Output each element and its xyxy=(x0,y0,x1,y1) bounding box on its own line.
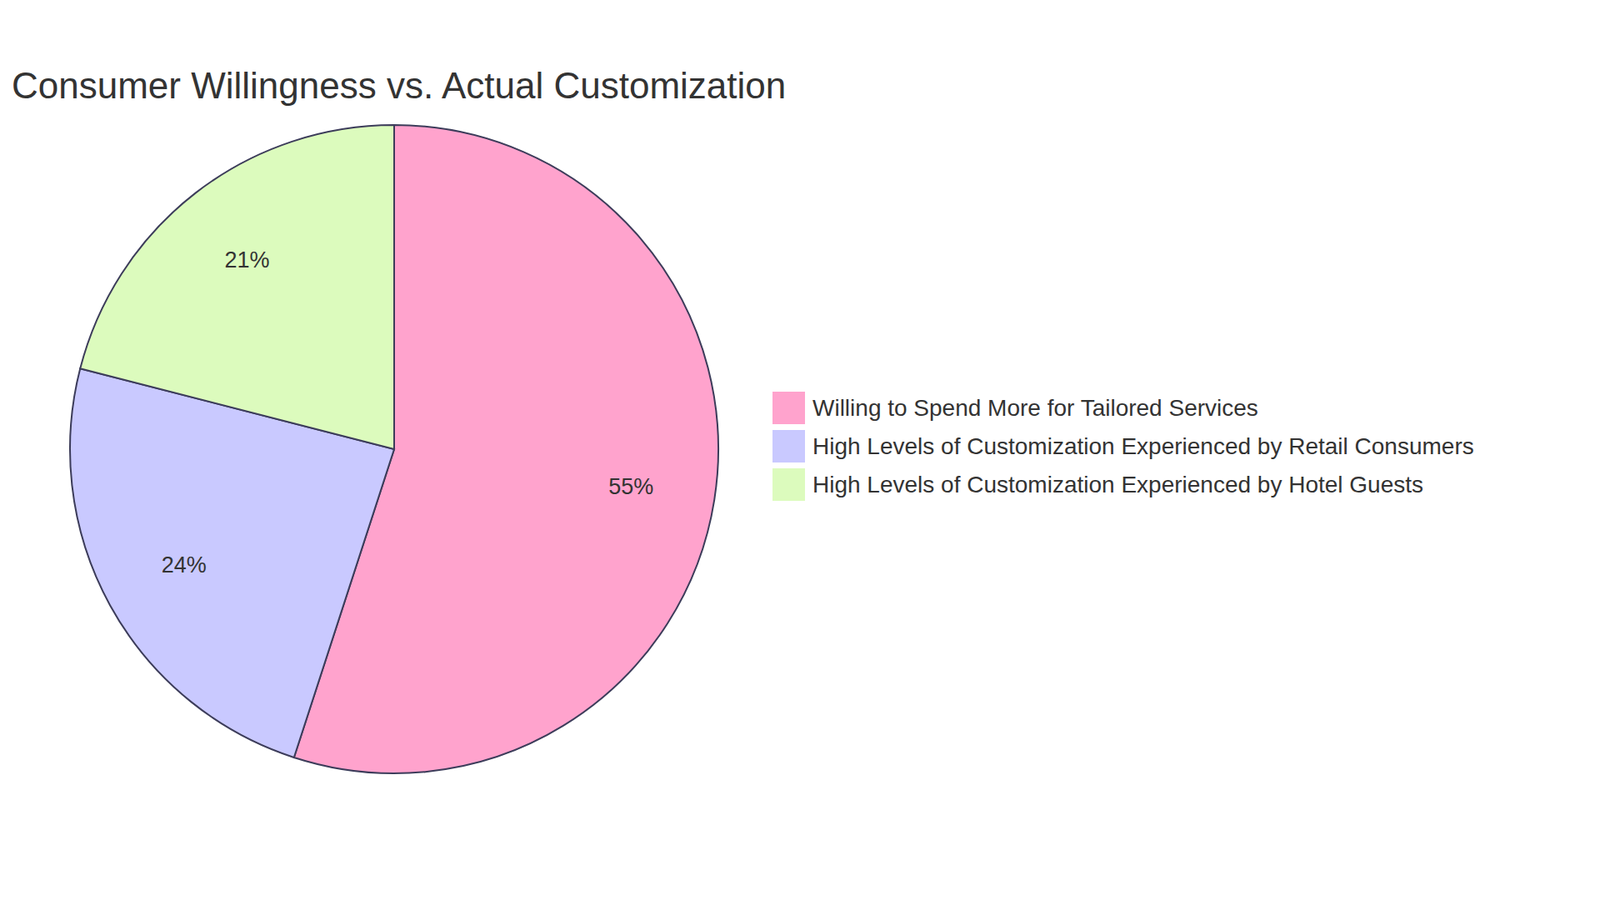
legend-item: High Levels of Customization Experienced… xyxy=(772,468,1424,501)
chart: Consumer Willingness vs. Actual Customiz… xyxy=(0,0,1600,900)
legend-swatch xyxy=(772,391,805,425)
legend-item: High Levels of Customization Experienced… xyxy=(772,430,1475,463)
legend-label: High Levels of Customization Experienced… xyxy=(812,433,1475,460)
legend-swatch xyxy=(772,468,805,501)
legend-label: High Levels of Customization Experienced… xyxy=(812,471,1424,498)
legend-item: Willing to Spend More for Tailored Servi… xyxy=(772,391,1259,425)
legend-swatch xyxy=(772,430,805,463)
pie: 55% 24% 21% xyxy=(70,125,719,774)
legend: Willing to Spend More for Tailored Servi… xyxy=(772,391,1475,501)
legend-label: Willing to Spend More for Tailored Servi… xyxy=(812,395,1259,421)
data-label: 21% xyxy=(225,247,270,273)
title: Consumer Willingness vs. Actual Customiz… xyxy=(11,65,786,106)
data-label: 24% xyxy=(161,552,207,578)
data-label: 55% xyxy=(608,474,654,500)
slice xyxy=(80,125,395,450)
